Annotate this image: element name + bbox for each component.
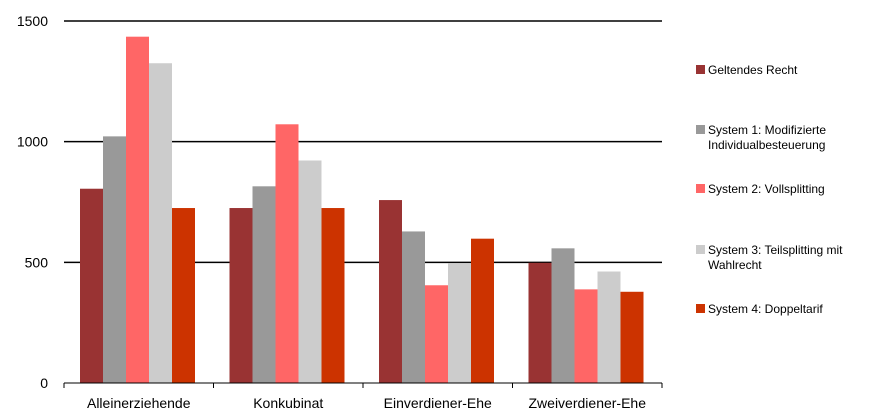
legend-label: System 4: Doppeltarif	[708, 302, 823, 316]
category-label: Zweiverdiener-Ehe	[529, 395, 647, 411]
y-tick-label: 500	[25, 254, 49, 270]
category-label: Einverdiener-Ehe	[384, 395, 492, 411]
bar	[126, 36, 149, 383]
y-tick-label: 1000	[17, 134, 48, 150]
y-tick-label: 1500	[17, 13, 48, 29]
bar	[275, 124, 299, 384]
bar	[402, 231, 425, 383]
category-label: Alleinerziehende	[87, 395, 191, 411]
bar	[149, 63, 172, 383]
bar	[471, 238, 494, 383]
bar	[80, 188, 103, 383]
legend-label: Geltendes Recht	[708, 63, 798, 77]
bar	[229, 208, 253, 383]
legend-label: System 1: Modifizierte Individualbesteue…	[708, 123, 829, 152]
legend-swatch	[696, 125, 705, 134]
bar	[298, 160, 322, 383]
legend: Geltendes Recht System 1: Modifizierte In…	[696, 63, 846, 316]
bar	[620, 291, 644, 383]
bar	[103, 136, 126, 383]
legend-label: System 3: Teilsplitting mit Wahlrecht	[708, 243, 846, 272]
category-labels: Alleinerziehende Konkubinat Einverdiener-E…	[87, 395, 646, 411]
bar	[172, 208, 195, 383]
legend-swatch	[696, 245, 705, 254]
bar	[448, 263, 471, 383]
bar	[321, 208, 345, 383]
legend-swatch	[696, 184, 705, 193]
bar	[528, 262, 552, 383]
bar	[551, 248, 575, 383]
bar	[425, 285, 448, 383]
bar	[252, 186, 276, 383]
bar	[379, 200, 402, 383]
y-tick-label: 0	[40, 375, 48, 391]
bar	[574, 289, 598, 383]
bar	[597, 271, 621, 383]
legend-swatch	[696, 65, 705, 74]
bars	[80, 36, 644, 384]
y-tick-labels: 0 500 1000 1500	[17, 13, 48, 391]
legend-swatch	[696, 304, 705, 313]
legend-label: System 2: Vollsplitting	[708, 182, 825, 196]
axes	[63, 382, 663, 388]
category-label: Konkubinat	[253, 395, 323, 411]
